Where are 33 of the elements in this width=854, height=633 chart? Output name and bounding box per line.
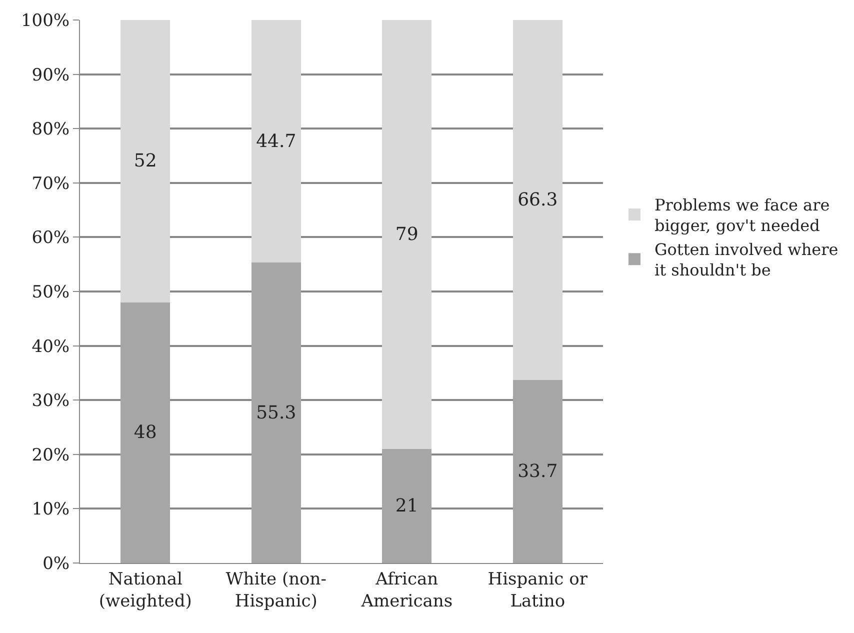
y-tick-label: 0% (42, 554, 70, 574)
x-tick-label: National (weighted) (98, 569, 192, 612)
bar (120, 302, 170, 563)
bar (120, 20, 170, 302)
bar (512, 380, 562, 563)
data-label: 21 (395, 495, 418, 516)
y-tick-label: 20% (32, 445, 70, 466)
y-tick-label: 40% (32, 336, 70, 357)
y-tick-label: 60% (32, 228, 70, 248)
y-tick-label: 100% (20, 10, 70, 31)
y-tick-label: 90% (32, 65, 70, 86)
y-tick-label: 50% (32, 282, 70, 302)
x-tick-label: African Americans (360, 569, 453, 612)
bar (382, 20, 432, 449)
bar (512, 20, 562, 380)
data-label: 52 (134, 150, 157, 172)
bar (251, 20, 301, 263)
y-tick-label: 10% (32, 500, 70, 520)
y-tick-label: 80% (32, 120, 70, 140)
x-tick-label: Hispanic or Latino (488, 569, 588, 612)
data-label: 55.3 (256, 402, 296, 424)
bar (251, 262, 301, 563)
legend-label: Gotten involved where it shouldn't be (654, 240, 838, 280)
y-tick-label: 30% (32, 391, 70, 412)
data-label: 33.7 (518, 461, 558, 482)
bar (382, 448, 432, 563)
y-tick-label: 70% (32, 174, 70, 194)
data-label: 66.3 (518, 190, 558, 211)
data-label: 44.7 (256, 130, 296, 152)
data-label: 48 (134, 422, 157, 444)
data-label: 79 (395, 224, 418, 245)
legend-label: Problems we face are bigger, gov't needed (654, 195, 830, 236)
x-tick-label: White (non-Hispanic) (226, 569, 326, 612)
